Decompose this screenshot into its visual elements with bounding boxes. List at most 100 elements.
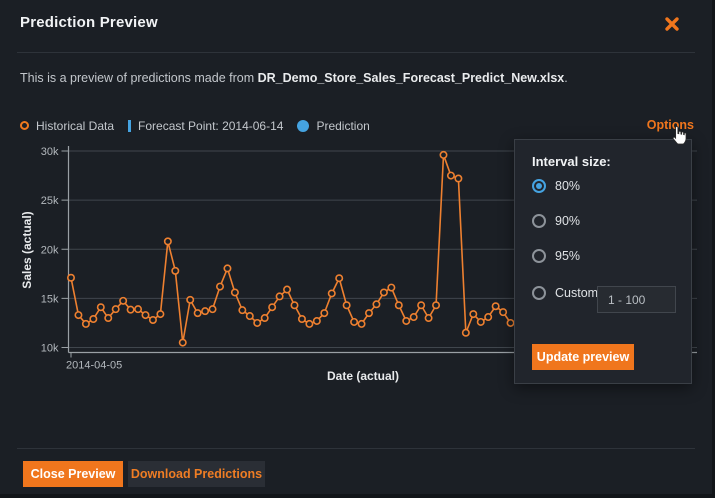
data-point xyxy=(104,314,113,323)
options-link[interactable]: Options xyxy=(646,118,694,132)
data-point xyxy=(74,311,83,320)
subtitle-prefix: This is a preview of predictions made fr… xyxy=(20,71,258,85)
source-filename: DR_Demo_Store_Sales_Forecast_Predict_New… xyxy=(257,71,565,85)
modal-header: Prediction Preview xyxy=(20,14,694,38)
data-point xyxy=(156,310,165,319)
data-point xyxy=(67,273,76,282)
data-point xyxy=(163,237,172,246)
data-point xyxy=(111,305,120,314)
y-tick-label: 25k xyxy=(41,195,59,207)
data-point xyxy=(491,302,500,311)
bar-marker-icon xyxy=(128,119,132,132)
data-point xyxy=(432,301,441,310)
data-point xyxy=(245,312,254,321)
data-point xyxy=(417,301,426,310)
data-point xyxy=(484,313,493,322)
data-point xyxy=(499,308,508,317)
close-preview-button[interactable]: Close Preview xyxy=(23,461,123,487)
custom-interval-input[interactable] xyxy=(597,286,676,313)
data-point xyxy=(320,309,329,318)
radio-option-80[interactable]: 80% xyxy=(532,178,580,194)
data-point xyxy=(357,319,366,328)
data-point xyxy=(327,289,336,298)
data-point xyxy=(350,317,359,326)
data-point xyxy=(409,313,418,322)
data-point xyxy=(178,338,187,347)
data-point xyxy=(439,150,448,159)
y-tick-label: 20k xyxy=(41,244,59,256)
subtitle-text: This is a preview of predictions made fr… xyxy=(20,71,568,85)
data-point xyxy=(461,328,470,337)
y-tick-label: 15k xyxy=(41,293,59,305)
dot-marker-icon xyxy=(297,119,310,132)
radio-label: 80% xyxy=(555,179,581,193)
data-point xyxy=(379,288,388,297)
x-tick-label: 2014-04-05 xyxy=(66,360,122,372)
legend-item-historical-data: Historical Data xyxy=(20,119,114,133)
chart-legend: Historical Data Forecast Point: 2014-06-1… xyxy=(20,118,370,133)
radio-icon[interactable] xyxy=(532,249,546,263)
interval-options-popup: Interval size: 80% 90% 95% Custom: Update p… xyxy=(514,139,692,384)
data-point xyxy=(283,285,292,294)
radio-icon[interactable] xyxy=(532,286,546,300)
data-point xyxy=(297,315,306,324)
data-point xyxy=(193,309,202,318)
close-icon[interactable] xyxy=(664,16,680,32)
y-axis-title: Sales (actual) xyxy=(20,211,34,289)
data-point xyxy=(148,315,157,324)
legend-label: Historical Data xyxy=(36,118,115,133)
sales-line-chart: 30k 25k 20k 15k 10k 2014-04-05 xyxy=(41,146,697,372)
ring-marker-icon xyxy=(20,121,29,130)
data-point xyxy=(119,296,128,305)
data-point xyxy=(305,319,314,328)
data-point xyxy=(290,301,299,310)
x-axis-title: Date (actual) xyxy=(326,369,400,383)
data-point xyxy=(141,311,150,320)
data-point xyxy=(260,314,269,323)
page-title: Prediction Preview xyxy=(20,14,158,31)
y-tick-label: 30k xyxy=(41,146,59,158)
data-point xyxy=(268,303,277,312)
data-point xyxy=(208,305,217,314)
download-predictions-button[interactable]: Download Predictions xyxy=(128,461,265,487)
update-preview-button[interactable]: Update preview xyxy=(532,344,634,370)
data-point xyxy=(469,310,478,319)
data-point xyxy=(201,307,210,316)
data-point xyxy=(394,301,403,310)
data-point xyxy=(253,318,262,327)
radio-selected-icon[interactable] xyxy=(532,179,546,193)
radio-label: 95% xyxy=(555,249,581,263)
data-point xyxy=(216,282,225,291)
data-point xyxy=(372,300,381,309)
data-point xyxy=(81,319,90,328)
popup-title: Interval size: xyxy=(532,154,611,169)
data-point xyxy=(342,301,351,310)
legend-label: Prediction xyxy=(316,118,370,133)
data-point xyxy=(275,292,284,301)
data-point xyxy=(96,303,105,312)
data-point xyxy=(454,174,463,183)
data-point xyxy=(446,171,455,180)
radio-label: Custom: xyxy=(555,286,602,300)
data-point xyxy=(387,283,396,292)
radio-option-95[interactable]: 95% xyxy=(532,248,580,264)
data-point xyxy=(424,314,433,323)
legend-item-forecast-point: Forecast Point: 2014-06-14 xyxy=(128,119,283,133)
header-divider xyxy=(17,52,695,53)
data-point xyxy=(238,306,247,315)
data-point xyxy=(89,315,98,324)
data-point xyxy=(223,264,232,273)
data-point xyxy=(171,266,180,275)
radio-icon[interactable] xyxy=(532,214,546,228)
footer-divider xyxy=(17,448,695,449)
radio-option-custom[interactable]: Custom: xyxy=(532,285,602,301)
radio-option-90[interactable]: 90% xyxy=(532,213,580,229)
data-point xyxy=(506,318,515,327)
y-tick-label: 10k xyxy=(41,343,59,355)
radio-label: 90% xyxy=(555,214,581,228)
data-point xyxy=(476,317,485,326)
data-point xyxy=(402,316,411,325)
subtitle-suffix: . xyxy=(564,71,568,85)
data-point xyxy=(134,305,143,314)
data-point xyxy=(364,309,373,318)
